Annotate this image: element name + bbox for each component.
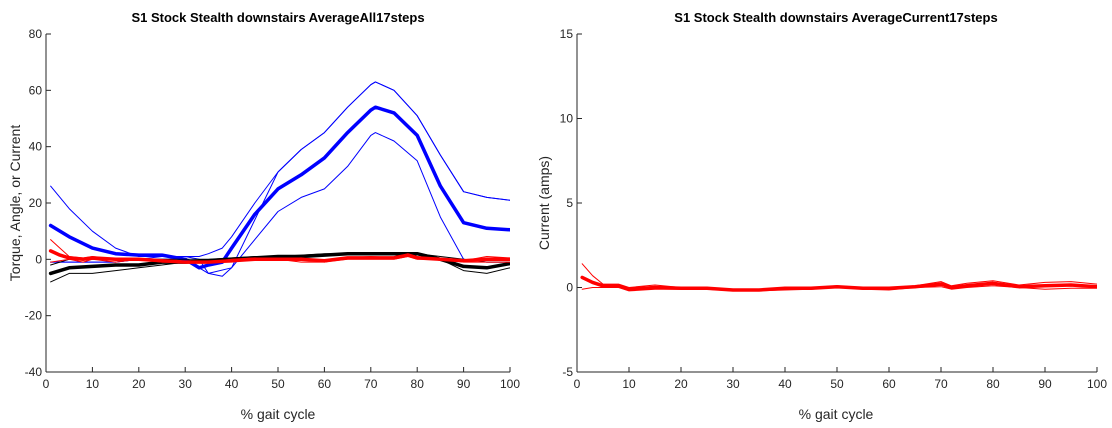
x-tick-label: 80 [411,377,425,391]
y-tick-label: -5 [562,365,573,379]
x-tick-label: 10 [86,377,100,391]
x-tick-label: 20 [132,377,146,391]
y-tick-label: 15 [560,27,574,41]
x-tick-label: 0 [574,377,581,391]
x-tick-label: 40 [225,377,239,391]
x-tick-label: 60 [882,377,896,391]
left-chart-title: S1 Stock Stealth downstairs AverageAll17… [131,10,424,25]
y-tick-label: -40 [25,365,43,379]
y-tick-label: 0 [35,252,42,266]
x-tick-label: 100 [500,377,520,391]
x-tick-label: 40 [778,377,792,391]
x-tick-label: 20 [674,377,688,391]
series-line-2 [50,81,510,263]
x-tick-label: 80 [986,377,1000,391]
series-line-1 [50,81,510,277]
x-tick-label: 100 [1087,377,1107,391]
right-y-axis-label: Current (amps) [536,156,552,250]
left-y-axis-label: Torque, Angle, or Current [7,125,23,282]
x-tick-label: 60 [318,377,332,391]
y-tick-label: 40 [29,140,43,154]
y-tick-label: 10 [560,112,574,126]
y-tick-label: -20 [25,309,43,323]
x-tick-label: 50 [271,377,285,391]
left-chart: S1 Stock Stealth downstairs AverageAll17… [7,10,520,422]
x-tick-label: 0 [43,377,50,391]
y-tick-label: 20 [29,196,43,210]
x-tick-label: 30 [179,377,193,391]
y-tick-label: 5 [566,196,573,210]
x-tick-label: 30 [726,377,740,391]
y-tick-label: 80 [29,27,43,41]
right-chart: S1 Stock Stealth downstairs AverageCurre… [536,10,1107,422]
x-tick-label: 90 [1038,377,1052,391]
x-tick-label: 10 [622,377,636,391]
left-plot-area: 0 10 20 30 40 50 60 70 80 90 100 -40 -20 0 20 40 60 80 [25,27,521,391]
y-tick-label: 0 [566,281,573,295]
left-x-axis-label: % gait cycle [241,406,316,422]
right-x-axis-label: % gait cycle [799,406,874,422]
y-tick-label: 60 [29,83,43,97]
right-chart-title: S1 Stock Stealth downstairs AverageCurre… [674,10,997,25]
x-tick-label: 50 [830,377,844,391]
series-line-3 [580,275,1097,292]
x-tick-label: 70 [364,377,378,391]
series-line-4 [48,105,510,270]
x-tick-label: 90 [457,377,471,391]
x-tick-label: 70 [934,377,948,391]
series-line-10 [48,249,510,264]
